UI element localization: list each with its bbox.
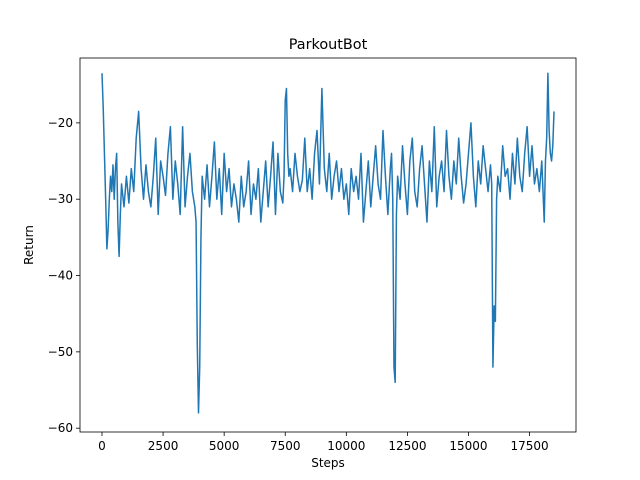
y-axis-ticks: −60 −50 −40 −30 −20 [48, 116, 80, 435]
x-tick-label: 7500 [270, 439, 301, 453]
axes-frame [79, 57, 577, 433]
y-tick-label: −30 [48, 192, 73, 206]
chart-title: ParkoutBot [289, 37, 368, 53]
y-axis-label: Return [22, 225, 36, 265]
x-tick-label: 2500 [148, 439, 179, 453]
x-axis-ticks: 0 2500 5000 7500 10000 12500 15000 17500 [98, 432, 549, 453]
y-tick-label: −60 [48, 421, 73, 435]
plot-area [101, 72, 555, 414]
x-tick-label: 10000 [327, 439, 365, 453]
x-tick-label: 17500 [510, 439, 548, 453]
x-tick-label: 15000 [449, 439, 487, 453]
y-tick-label: −50 [48, 345, 73, 359]
x-tick-label: 5000 [209, 439, 240, 453]
y-tick-label: −20 [48, 116, 73, 130]
x-axis-label: Steps [311, 456, 345, 470]
x-tick-label: 12500 [388, 439, 426, 453]
x-tick-label: 0 [98, 439, 106, 453]
series-line-0 [101, 72, 555, 414]
y-tick-label: −40 [48, 269, 73, 283]
